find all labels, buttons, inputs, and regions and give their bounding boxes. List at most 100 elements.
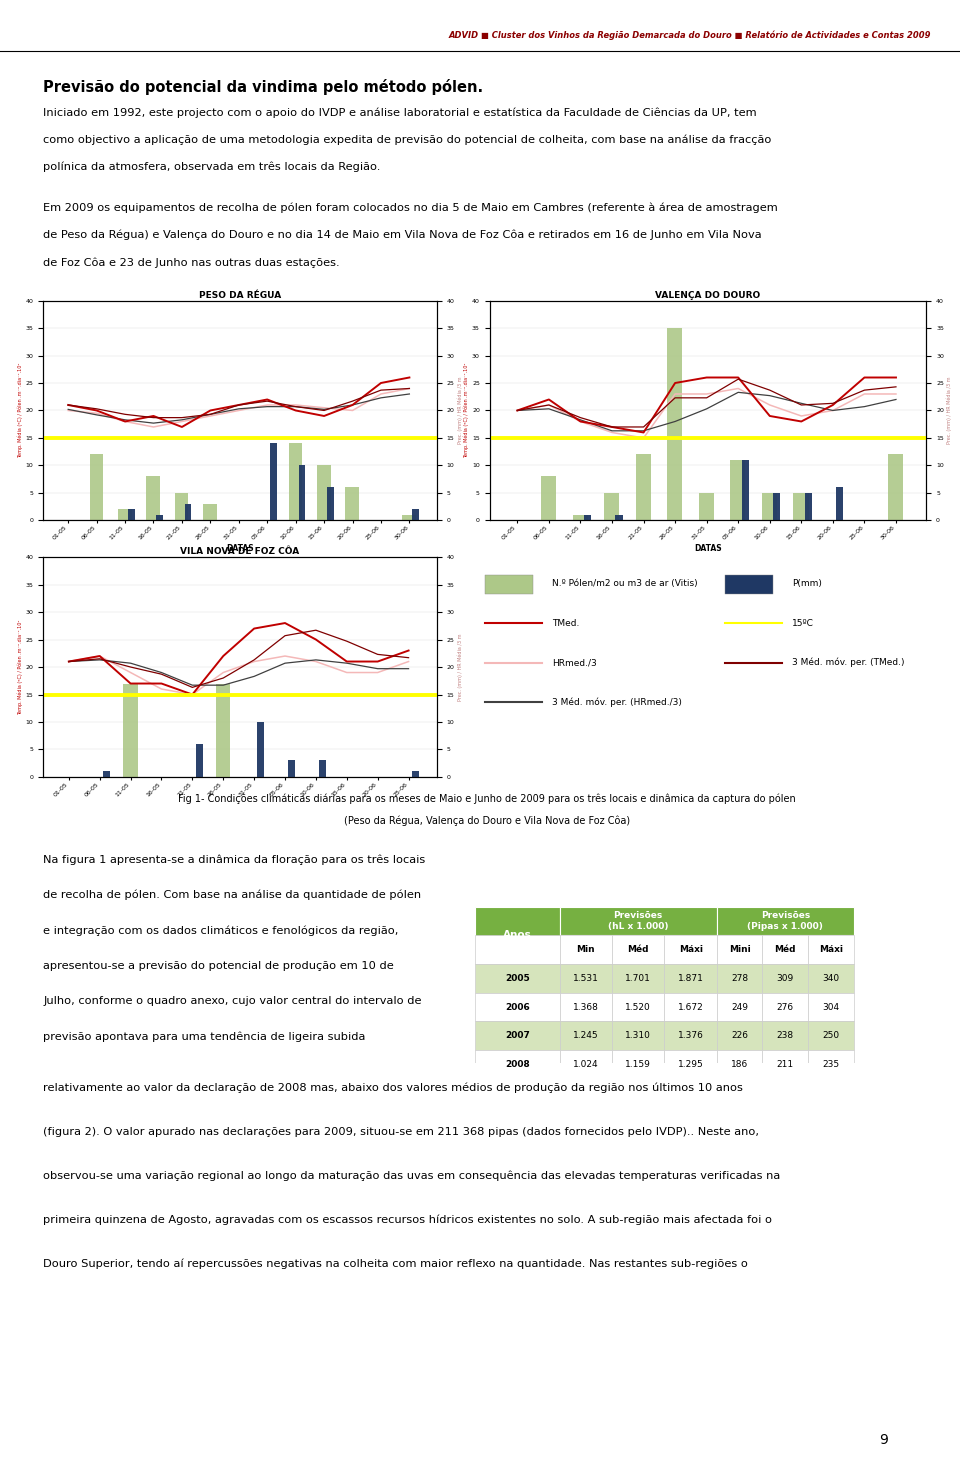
FancyBboxPatch shape bbox=[717, 1050, 762, 1079]
Y-axis label: Prec. (mm) / HR Média /3 m: Prec. (mm) / HR Média /3 m bbox=[947, 377, 952, 444]
Bar bbox=[888, 454, 903, 520]
Text: Méd: Méd bbox=[775, 946, 796, 954]
FancyBboxPatch shape bbox=[475, 992, 560, 1022]
Text: 186: 186 bbox=[731, 1089, 749, 1098]
FancyBboxPatch shape bbox=[664, 1050, 717, 1079]
Text: 1.310: 1.310 bbox=[625, 1031, 651, 1041]
FancyBboxPatch shape bbox=[560, 935, 612, 965]
FancyBboxPatch shape bbox=[762, 1079, 808, 1107]
Bar bbox=[741, 460, 749, 520]
Y-axis label: Temp. Média (ºC) / Pólen .m⁻².dia⁻¹.10⁴: Temp. Média (ºC) / Pólen .m⁻².dia⁻¹.10⁴ bbox=[17, 362, 23, 459]
Text: Na figura 1 apresenta-se a dinâmica da floração para os três locais: Na figura 1 apresenta-se a dinâmica da f… bbox=[43, 855, 425, 865]
Text: 1.376: 1.376 bbox=[678, 1031, 704, 1041]
X-axis label: DATAS: DATAS bbox=[227, 544, 253, 553]
Bar bbox=[402, 515, 416, 520]
Text: 15ºC: 15ºC bbox=[792, 619, 814, 627]
Text: 1.295: 1.295 bbox=[678, 1060, 704, 1069]
FancyBboxPatch shape bbox=[560, 1022, 612, 1050]
Bar bbox=[289, 444, 302, 520]
Text: apresentou-se a previsão do potencial de produção em 10 de: apresentou-se a previsão do potencial de… bbox=[43, 960, 394, 970]
Bar bbox=[699, 493, 714, 520]
FancyBboxPatch shape bbox=[717, 935, 762, 965]
FancyBboxPatch shape bbox=[762, 1022, 808, 1050]
Bar bbox=[299, 466, 305, 520]
FancyBboxPatch shape bbox=[560, 906, 717, 935]
Text: e integração com os dados climáticos e fenológicos da região,: e integração com os dados climáticos e f… bbox=[43, 925, 398, 935]
FancyBboxPatch shape bbox=[475, 1022, 560, 1050]
Text: N.º Pólen/m2 ou m3 de ar (Vitis): N.º Pólen/m2 ou m3 de ar (Vitis) bbox=[552, 579, 698, 588]
Text: Previsões
(Pipas x 1.000): Previsões (Pipas x 1.000) bbox=[747, 912, 824, 931]
FancyBboxPatch shape bbox=[808, 992, 853, 1022]
FancyBboxPatch shape bbox=[664, 1079, 717, 1107]
Text: 278: 278 bbox=[732, 973, 748, 982]
Y-axis label: Prec. (mm) / HR Média /3 m: Prec. (mm) / HR Média /3 m bbox=[457, 633, 463, 701]
Text: Máxi: Máxi bbox=[679, 946, 703, 954]
Text: de Foz Côa e 23 de Junho nas outras duas estações.: de Foz Côa e 23 de Junho nas outras duas… bbox=[43, 257, 340, 268]
FancyBboxPatch shape bbox=[612, 1022, 664, 1050]
FancyBboxPatch shape bbox=[808, 1079, 853, 1107]
Text: (figura 2). O valor apurado nas declarações para 2009, situou-se em 211 368 pipa: (figura 2). O valor apurado nas declaraç… bbox=[43, 1127, 759, 1136]
Title: PESO DA RÉGUA: PESO DA RÉGUA bbox=[199, 290, 281, 299]
Text: Previsão do potencial da vindima pelo método pólen.: Previsão do potencial da vindima pelo mé… bbox=[43, 79, 483, 95]
Bar bbox=[204, 504, 217, 520]
Text: 249: 249 bbox=[732, 1003, 748, 1012]
Bar bbox=[288, 761, 296, 777]
Text: 3 Méd. móv. per. (TMed.): 3 Méd. móv. per. (TMed.) bbox=[792, 658, 904, 667]
FancyBboxPatch shape bbox=[664, 935, 717, 965]
Bar bbox=[216, 683, 230, 777]
Text: Fig 1- Condições climáticas diárias para os meses de Maio e Junho de 2009 para o: Fig 1- Condições climáticas diárias para… bbox=[179, 795, 796, 805]
Text: 3 Méd. móv. per. (HRmed./3): 3 Méd. móv. per. (HRmed./3) bbox=[552, 698, 682, 707]
FancyBboxPatch shape bbox=[717, 965, 762, 992]
Text: 265: 265 bbox=[822, 1089, 840, 1098]
FancyBboxPatch shape bbox=[808, 1022, 853, 1050]
FancyBboxPatch shape bbox=[612, 992, 664, 1022]
FancyBboxPatch shape bbox=[717, 1079, 762, 1107]
Bar bbox=[636, 454, 651, 520]
Text: P(mm): P(mm) bbox=[792, 579, 822, 588]
Text: Min: Min bbox=[576, 946, 595, 954]
Text: relativamente ao valor da declaração de 2008 mas, abaixo dos valores médios de p: relativamente ao valor da declaração de … bbox=[43, 1083, 743, 1094]
Text: Anos: Anos bbox=[503, 931, 532, 940]
Bar bbox=[572, 515, 588, 520]
FancyBboxPatch shape bbox=[485, 575, 533, 595]
FancyBboxPatch shape bbox=[717, 1022, 762, 1050]
FancyBboxPatch shape bbox=[612, 965, 664, 992]
FancyBboxPatch shape bbox=[762, 992, 808, 1022]
Text: 309: 309 bbox=[777, 973, 794, 982]
Text: Douro Superior, tendo aí repercussões negativas na colheita com maior reflexo na: Douro Superior, tendo aí repercussões ne… bbox=[43, 1259, 748, 1270]
Text: Mini: Mini bbox=[729, 946, 751, 954]
Text: Iniciado em 1992, este projecto com o apoio do IVDP e análise laboratorial e est: Iniciado em 1992, este projecto com o ap… bbox=[43, 107, 756, 117]
Bar bbox=[270, 444, 276, 520]
Bar bbox=[89, 454, 103, 520]
Bar bbox=[175, 493, 188, 520]
Text: 1.204: 1.204 bbox=[571, 1089, 600, 1098]
Text: 241: 241 bbox=[776, 1089, 795, 1098]
FancyBboxPatch shape bbox=[560, 1050, 612, 1079]
Text: Julho, conforme o quadro anexo, cujo valor central do intervalo de: Julho, conforme o quadro anexo, cujo val… bbox=[43, 997, 421, 1006]
FancyBboxPatch shape bbox=[475, 1079, 560, 1107]
Text: HRmed./3: HRmed./3 bbox=[552, 658, 597, 667]
Bar bbox=[793, 493, 808, 520]
FancyBboxPatch shape bbox=[475, 935, 560, 965]
FancyBboxPatch shape bbox=[475, 965, 560, 992]
Bar bbox=[413, 510, 419, 520]
Text: (Peso da Régua, Valença do Douro e Vila Nova de Foz Côa): (Peso da Régua, Valença do Douro e Vila … bbox=[344, 817, 631, 827]
Text: 2008: 2008 bbox=[505, 1060, 530, 1069]
FancyBboxPatch shape bbox=[664, 1022, 717, 1050]
Text: 1.455: 1.455 bbox=[677, 1089, 705, 1098]
Text: previsão apontava para uma tendência de ligeira subida: previsão apontava para uma tendência de … bbox=[43, 1032, 366, 1042]
Text: Em 2009 os equipamentos de recolha de pólen foram colocados no dia 5 de Maio em : Em 2009 os equipamentos de recolha de pó… bbox=[43, 202, 778, 213]
Text: 1.871: 1.871 bbox=[678, 973, 704, 982]
FancyBboxPatch shape bbox=[560, 965, 612, 992]
Bar bbox=[196, 745, 203, 777]
Y-axis label: Temp. Média (ºC) / Pólen .m⁻².dia⁻¹.10⁴: Temp. Média (ºC) / Pólen .m⁻².dia⁻¹.10⁴ bbox=[464, 362, 469, 459]
Y-axis label: Temp. Média (ºC) / Pólen .m⁻².dia⁻¹.10⁴: Temp. Média (ºC) / Pólen .m⁻².dia⁻¹.10⁴ bbox=[17, 619, 23, 715]
Text: 186: 186 bbox=[732, 1060, 748, 1069]
Bar bbox=[412, 771, 419, 777]
Bar bbox=[773, 493, 780, 520]
FancyBboxPatch shape bbox=[762, 965, 808, 992]
Text: 211: 211 bbox=[777, 1060, 794, 1069]
Bar bbox=[327, 488, 334, 520]
X-axis label: DATAS: DATAS bbox=[694, 544, 722, 553]
Bar bbox=[604, 493, 619, 520]
